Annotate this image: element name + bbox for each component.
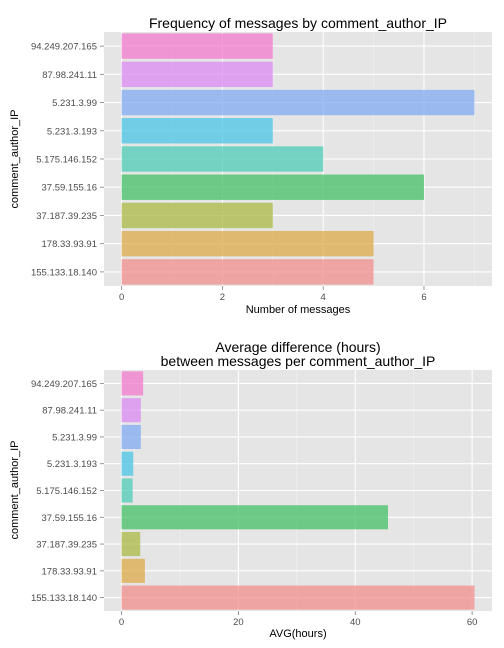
- chart2-y-tick-label: 5.175.146.152: [36, 486, 97, 497]
- chart1-title: Frequency of messages by comment_author_…: [149, 15, 447, 31]
- chart1-bar-37.59.155.16: [122, 175, 424, 200]
- chart2-y-tick-label: 87.98.241.11: [42, 406, 97, 417]
- chart2-x-tick-label: 20: [233, 617, 244, 628]
- chart2-bar-155.133.18.140: [122, 586, 475, 610]
- chart1-x-tick-label: 6: [421, 292, 426, 303]
- chart1-y-tick-label: 155.133.18.140: [31, 267, 97, 278]
- chart1-y-tick-label: 87.98.241.11: [42, 70, 97, 81]
- chart2-bar-37.187.39.235: [122, 532, 141, 556]
- chart2-y-tick-label: 178.33.93.91: [42, 566, 97, 577]
- chart2-y-tick-label: 37.59.155.16: [42, 513, 97, 524]
- chart2-x-tick-label: 40: [350, 617, 361, 628]
- chart1-x-axis-title: Number of messages: [246, 304, 351, 316]
- chart2-bar-94.249.207.165: [122, 371, 144, 395]
- chart2-bar-5.231.3.99: [122, 425, 141, 449]
- chart2-y-tick-label: 155.133.18.140: [31, 593, 97, 604]
- chart2-x-tick-label: 0: [119, 617, 124, 628]
- chart1-y-tick-label: 5.231.3.193: [47, 126, 97, 137]
- chart1-x-tick-label: 0: [119, 292, 124, 303]
- chart2-bar-178.33.93.91: [122, 559, 145, 583]
- chart1-y-tick-label: 94.249.207.165: [31, 42, 97, 53]
- chart1-bar-94.249.207.165: [122, 33, 273, 58]
- chart2-y-tick-label: 94.249.207.165: [31, 379, 97, 390]
- chart2-x-tick-label: 60: [467, 617, 478, 628]
- chart1-y-tick-label: 37.59.155.16: [42, 183, 97, 194]
- chart1-y-tick-label: 5.231.3.99: [52, 98, 97, 109]
- chart1-y-tick-label: 5.175.146.152: [36, 155, 97, 166]
- chart2-y-tick-label: 37.187.39.235: [36, 540, 97, 551]
- chart1-bar-5.231.3.99: [122, 90, 475, 115]
- chart2-bar-5.175.146.152: [122, 478, 133, 502]
- chart1-y-axis-title: comment_author_IP: [9, 109, 21, 208]
- chart2-x-axis-title: AVG(hours): [269, 628, 326, 640]
- chart2-title: between messages per comment_author_IP: [161, 353, 436, 369]
- chart2-bar-87.98.241.11: [122, 398, 141, 422]
- chart1-bar-5.231.3.193: [122, 118, 273, 143]
- chart1-bar-178.33.93.91: [122, 231, 374, 256]
- chart2-y-axis-title: comment_author_IP: [9, 440, 21, 539]
- chart2-y-tick-label: 5.231.3.99: [52, 432, 97, 443]
- chart2-bar-37.59.155.16: [122, 505, 388, 529]
- chart2-y-tick-label: 5.231.3.193: [47, 459, 97, 470]
- chart2-bar-5.231.3.193: [122, 452, 134, 476]
- chart1-bar-37.187.39.235: [122, 203, 273, 228]
- chart1-bar-87.98.241.11: [122, 62, 273, 87]
- chart1-x-tick-label: 4: [321, 292, 326, 303]
- chart1-x-tick-label: 2: [220, 292, 225, 303]
- chart1-bar-5.175.146.152: [122, 146, 324, 171]
- chart1-bar-155.133.18.140: [122, 259, 374, 284]
- chart1-y-tick-label: 178.33.93.91: [42, 239, 97, 250]
- chart1-y-tick-label: 37.187.39.235: [36, 211, 97, 222]
